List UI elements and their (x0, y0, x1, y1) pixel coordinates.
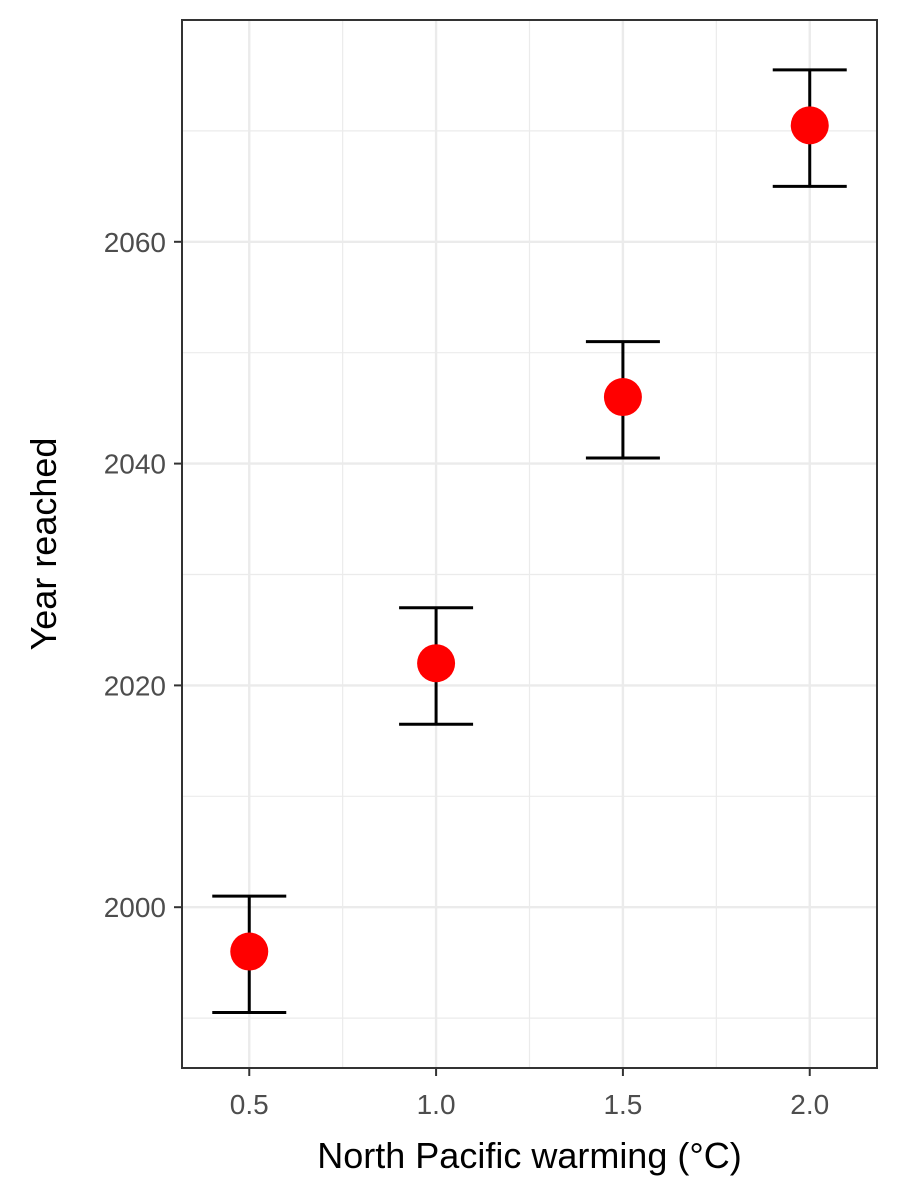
x-axis: 0.5 1.0 1.5 2.0 (230, 1068, 829, 1120)
data-points (230, 106, 829, 971)
x-axis-title: North Pacific warming (°C) (317, 1135, 741, 1176)
x-tick-label: 2.0 (790, 1089, 829, 1120)
data-point (790, 106, 829, 145)
panel-border (181, 19, 878, 1069)
minor-gridlines (182, 20, 877, 1068)
major-gridlines (182, 20, 877, 1068)
data-point (417, 644, 456, 683)
x-tick-label: 1.0 (417, 1089, 456, 1120)
x-tick-label: 0.5 (230, 1089, 269, 1120)
y-tick-label: 2000 (104, 892, 166, 923)
y-axis: 2000 2020 2040 2060 (104, 227, 182, 923)
y-tick-label: 2020 (104, 670, 166, 701)
y-axis-title: Year reached (23, 438, 64, 651)
data-point (230, 932, 269, 971)
x-tick-label: 1.5 (603, 1089, 642, 1120)
data-point (603, 378, 642, 417)
y-tick-label: 2060 (104, 227, 166, 258)
y-tick-label: 2040 (104, 449, 166, 480)
